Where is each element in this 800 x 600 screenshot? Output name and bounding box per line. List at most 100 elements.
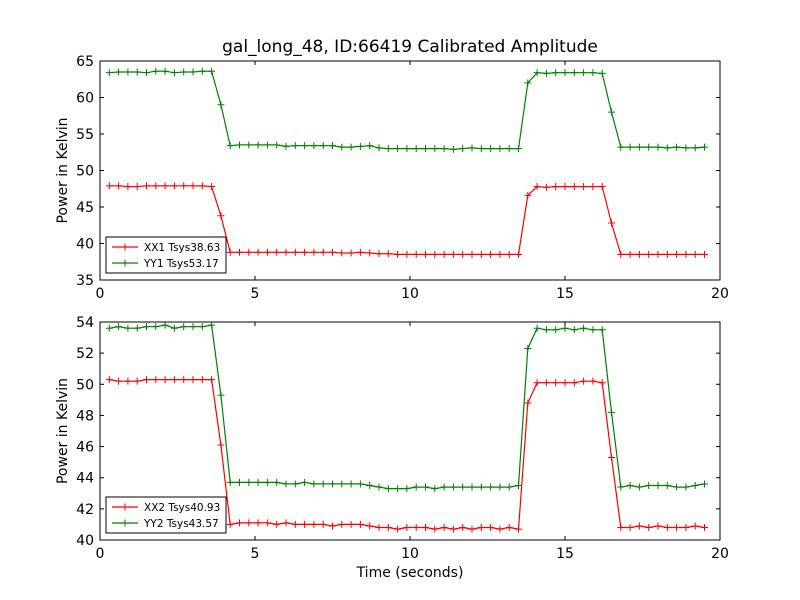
data-point-marker: [263, 248, 271, 256]
data-point-marker: [654, 482, 662, 489]
data-point-marker: [245, 141, 253, 149]
data-point-marker: [673, 524, 681, 532]
data-point-marker: [356, 248, 364, 256]
legend-marker: [121, 519, 129, 527]
data-point-marker: [301, 478, 309, 486]
data-point-marker: [449, 145, 457, 153]
data-point-marker: [598, 183, 606, 191]
data-point-marker: [366, 249, 374, 257]
data-point-marker: [394, 145, 402, 153]
y-tick-label: 42: [76, 502, 94, 518]
data-point-marker: [552, 379, 560, 387]
data-point-marker: [505, 145, 513, 153]
data-point-marker: [394, 485, 402, 493]
data-point-marker: [170, 69, 178, 77]
y-tick-label: 55: [76, 127, 94, 143]
data-point-marker: [347, 249, 355, 257]
data-point-marker: [608, 219, 615, 227]
x-tick-label: 20: [711, 546, 729, 562]
data-point-marker: [133, 183, 141, 191]
data-point-marker: [608, 408, 615, 416]
data-point-marker: [403, 524, 411, 532]
data-point-marker: [459, 250, 467, 258]
data-point-marker: [180, 376, 188, 384]
data-point-marker: [552, 326, 560, 334]
data-point-marker: [580, 69, 588, 77]
data-point-marker: [124, 183, 132, 191]
data-point-marker: [617, 250, 625, 258]
data-point-marker: [198, 67, 206, 75]
data-point-marker: [524, 79, 532, 87]
data-point-marker: [394, 250, 402, 258]
data-point-marker: [338, 249, 346, 257]
data-point-marker: [226, 248, 234, 256]
data-point-marker: [701, 524, 708, 532]
data-point-marker: [682, 144, 690, 152]
data-point-marker: [626, 482, 634, 489]
legend: XX1 Tsys38.63 YY1 Tsys53.17: [105, 236, 227, 274]
data-point-marker: [431, 525, 439, 533]
data-point-marker: [468, 483, 476, 491]
legend-frame: [105, 236, 227, 274]
data-point-marker: [282, 519, 290, 527]
data-point-marker: [515, 482, 522, 489]
data-point-marker: [217, 101, 225, 109]
data-point-marker: [273, 520, 281, 528]
data-point-marker: [589, 326, 597, 334]
data-point-marker: [384, 524, 392, 532]
data-point-marker: [412, 524, 420, 532]
data-point-marker: [161, 376, 169, 384]
data-point-marker: [626, 250, 634, 258]
data-point-marker: [282, 142, 290, 150]
data-point-marker: [403, 145, 411, 153]
data-point-marker: [440, 483, 448, 491]
data-point-marker: [217, 391, 225, 399]
data-point-marker: [691, 144, 699, 152]
data-point-marker: [180, 68, 188, 76]
y-tick-label: 54: [76, 315, 94, 331]
data-point-marker: [161, 182, 169, 190]
y-tick-label: 44: [76, 471, 94, 487]
data-point-marker: [487, 524, 495, 532]
data-point-marker: [319, 480, 327, 488]
data-point-marker: [226, 142, 234, 150]
data-point-marker: [440, 250, 448, 258]
data-point-marker: [170, 376, 178, 384]
data-point-marker: [208, 376, 216, 384]
data-point-marker: [291, 480, 299, 488]
data-point-marker: [422, 250, 429, 258]
data-point-marker: [329, 142, 336, 150]
data-point-marker: [673, 250, 681, 258]
legend-marker: [121, 503, 129, 511]
data-point-marker: [580, 183, 588, 191]
data-point-marker: [654, 143, 662, 151]
data-point-marker: [682, 250, 690, 258]
top-axes: 0 5 10 15 20 35 40 45 50 55 60 65 Power in Kelvin XX1…: [55, 54, 729, 302]
data-point-marker: [691, 482, 699, 489]
data-point-marker: [570, 183, 578, 191]
data-point-marker: [608, 453, 615, 461]
data-point-marker: [459, 524, 467, 532]
data-point-marker: [468, 250, 476, 258]
data-point-marker: [654, 250, 662, 258]
x-tick-label: 5: [251, 286, 260, 302]
data-point-marker: [533, 379, 541, 387]
x-tick-label: 5: [251, 546, 260, 562]
legend-label: YY1 Tsys53.17: [143, 258, 219, 270]
data-point-marker: [449, 483, 457, 491]
data-point-marker: [143, 323, 150, 331]
data-point-marker: [403, 250, 411, 258]
data-point-marker: [580, 377, 588, 385]
data-point-marker: [487, 145, 495, 153]
data-point-marker: [291, 520, 299, 528]
data-point-marker: [598, 69, 606, 77]
data-point-marker: [477, 524, 485, 532]
data-point-marker: [589, 69, 597, 77]
data-point-marker: [487, 483, 495, 491]
data-point-marker: [115, 323, 123, 331]
data-point-marker: [673, 483, 681, 491]
data-point-marker: [366, 142, 374, 150]
data-point-marker: [682, 483, 690, 491]
data-point-marker: [124, 68, 132, 76]
data-point-marker: [375, 250, 383, 258]
